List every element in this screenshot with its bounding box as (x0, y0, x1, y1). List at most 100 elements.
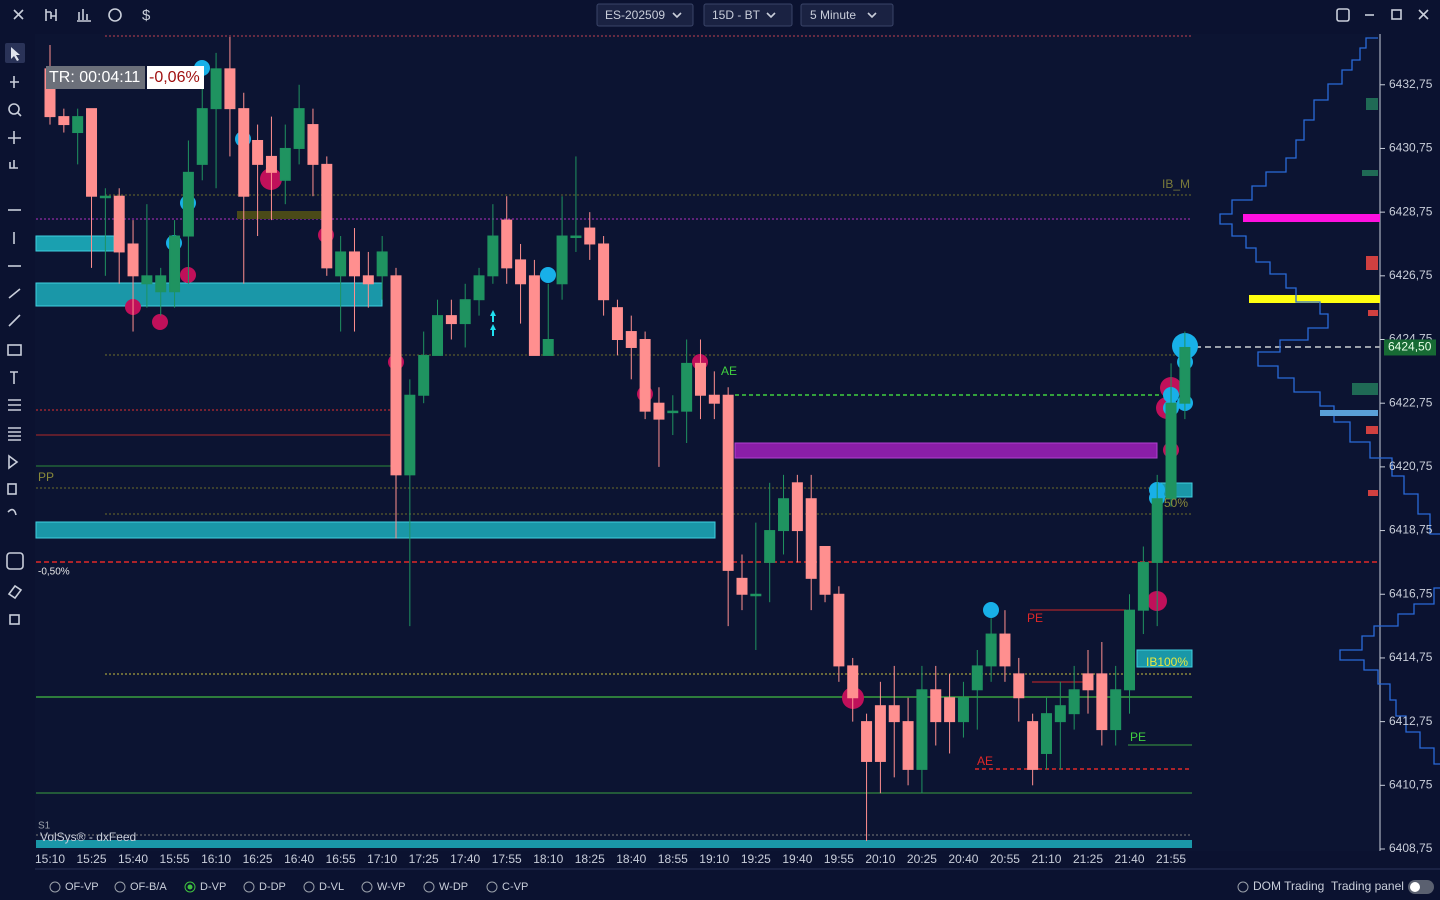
screenshot-button[interactable] (1336, 8, 1350, 22)
candle-body (307, 124, 319, 165)
radio[interactable] (114, 881, 126, 893)
candle-body (99, 195, 111, 199)
x-tick-label: 21:40 (1115, 852, 1145, 866)
tab-label[interactable]: D-DP (259, 881, 286, 893)
settings-button[interactable] (108, 8, 122, 22)
candle-body (473, 275, 485, 301)
y-tick-label: 6416,75 (1389, 586, 1433, 600)
candle-body (916, 689, 928, 770)
candle-body (1165, 402, 1177, 500)
candle-body (390, 275, 402, 476)
candle-body (501, 219, 513, 269)
x-tick-label: 20:10 (865, 852, 895, 866)
candle-body (528, 275, 540, 356)
x-tick-label: 20:25 (907, 852, 937, 866)
radio[interactable] (486, 881, 498, 893)
x-tick-label: 15:10 (35, 852, 65, 866)
candle-body (791, 482, 803, 532)
y-tick-label: 6430,75 (1389, 141, 1433, 155)
annotation: IB100% (1146, 655, 1188, 669)
close-button[interactable] (13, 9, 24, 20)
candle-body (362, 275, 374, 285)
candle-body (141, 275, 153, 285)
interval: 5 Minute (810, 8, 856, 22)
tab-label[interactable]: D-VP (200, 881, 226, 893)
candle-body (888, 705, 900, 723)
candle-body (708, 394, 720, 404)
left-toolbar (0, 31, 33, 869)
candle-body (321, 163, 333, 269)
candle-body (1027, 721, 1039, 770)
x-tick-label: 20:55 (990, 852, 1020, 866)
radio[interactable] (184, 881, 196, 893)
candle-body (459, 299, 471, 325)
x-tick-label: 21:25 (1073, 852, 1103, 866)
candle-body (155, 275, 167, 293)
footer-item[interactable]: Trading panel (1331, 879, 1404, 893)
tab-label[interactable]: W-DP (439, 881, 468, 893)
indicators-button[interactable] (77, 9, 91, 22)
range-dropdown[interactable] (703, 3, 793, 27)
candle-body (611, 307, 623, 341)
tools[interactable] (6, 76, 24, 892)
candle-body (265, 155, 277, 173)
x-tick-label: 15:40 (118, 852, 148, 866)
candle-body (196, 108, 208, 165)
candle-body (238, 108, 250, 197)
symbol: ES-202509 (605, 8, 665, 22)
candle-body (1013, 673, 1025, 699)
y-tick-label: 6408,75 (1389, 841, 1433, 855)
candle-body (252, 139, 264, 165)
annotation: S1 (38, 821, 51, 832)
radio[interactable] (303, 881, 315, 893)
footer-item[interactable]: DOM Trading (1253, 879, 1324, 893)
interval-dropdown[interactable] (800, 3, 894, 27)
tab-label[interactable]: W-VP (377, 881, 406, 893)
currency-button[interactable]: $ (142, 7, 151, 24)
candle-body (1137, 561, 1149, 611)
x-tick-label: 16:40 (284, 852, 314, 866)
candle-body (224, 68, 236, 110)
candles (44, 37, 1191, 842)
candle-body (279, 147, 291, 181)
chevron (766, 12, 776, 19)
y-tick-label: 6422,75 (1389, 395, 1433, 409)
tab-label[interactable]: D-VL (319, 881, 344, 893)
annotation: IB_M (1162, 177, 1190, 191)
candle-body (432, 315, 444, 356)
last-price-box (1384, 339, 1436, 356)
last-price-label: 6424,50 (1388, 340, 1432, 354)
y-tick-label: 6418,75 (1389, 523, 1433, 537)
chart-type-button[interactable] (45, 9, 57, 21)
radio[interactable] (49, 881, 61, 893)
candle-body (957, 697, 969, 723)
candle-body (1096, 673, 1108, 731)
x-tick-label: 19:10 (699, 852, 729, 866)
tab-label[interactable]: C-VP (502, 881, 528, 893)
candle-body (1054, 705, 1066, 723)
candle-body (58, 116, 70, 126)
x-tick-label: 21:55 (1156, 852, 1186, 866)
candle-body (570, 235, 582, 239)
candle-body (1151, 498, 1163, 563)
candle-body (72, 116, 84, 134)
tab-label[interactable]: OF-VP (65, 881, 99, 893)
candle-body (653, 402, 665, 420)
candle-body (667, 410, 679, 414)
tab-label[interactable]: OF-B/A (130, 881, 167, 893)
x-tick-label: 20:40 (948, 852, 978, 866)
candle-body (210, 68, 222, 110)
candle-body (819, 545, 831, 595)
candle-body (681, 362, 693, 412)
x-tick-label: 16:25 (243, 852, 273, 866)
window-close-button[interactable] (1418, 9, 1429, 20)
radio[interactable] (1237, 881, 1249, 893)
radio[interactable] (361, 881, 373, 893)
restore-button[interactable] (1391, 9, 1402, 20)
radio[interactable] (423, 881, 435, 893)
candle-body (542, 339, 554, 356)
radio[interactable] (243, 881, 255, 893)
symbol-dropdown[interactable] (596, 3, 694, 27)
cursor-tool[interactable] (11, 47, 20, 61)
x-tick-label: 16:10 (201, 852, 231, 866)
